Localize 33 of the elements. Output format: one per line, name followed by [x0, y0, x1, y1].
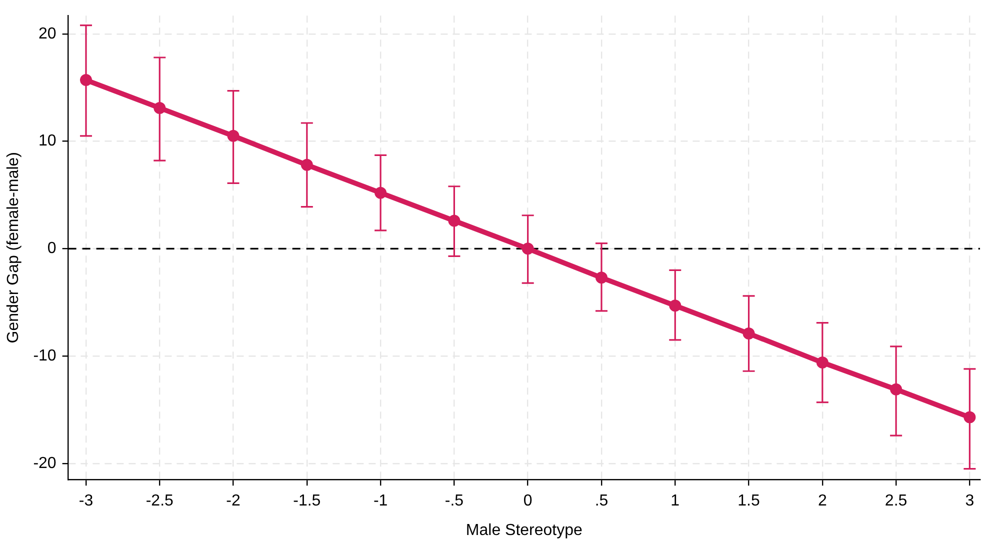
x-tick-label: 1	[670, 492, 680, 510]
x-tick-label: -2	[226, 492, 240, 510]
y-axis-title: Gender Gap (female-male)	[5, 152, 22, 344]
y-tick-label: -10	[33, 347, 56, 364]
x-tick-label: -2.5	[146, 492, 174, 510]
point	[80, 74, 92, 86]
point	[595, 272, 608, 284]
y-tick-label: 20	[38, 25, 56, 42]
point	[448, 214, 460, 227]
point	[742, 328, 755, 340]
x-tick-label: .5	[594, 492, 608, 510]
x-tick-label: 0	[523, 492, 532, 510]
point	[374, 186, 387, 199]
point	[522, 242, 534, 255]
x-tick-label: -3	[78, 492, 94, 510]
x-tick-label: 2.5	[884, 492, 908, 510]
y-tick-label: 10	[38, 132, 56, 150]
x-tick-label: 2	[818, 492, 827, 510]
point	[816, 356, 828, 369]
x-axis-title: Male Stereotype	[466, 522, 583, 539]
y-tick-label: -20	[33, 454, 56, 472]
point	[890, 383, 902, 396]
x-tick-label: -1.5	[293, 492, 321, 510]
x-tick-label: 3	[965, 492, 974, 510]
x-tick-label: -.5	[444, 492, 464, 510]
point	[154, 102, 166, 114]
point	[227, 130, 240, 142]
point	[300, 158, 313, 171]
x-tick-label: 1.5	[738, 492, 760, 510]
x-tick-label: -1	[373, 492, 388, 510]
point	[669, 300, 682, 312]
point	[964, 411, 976, 424]
y-tick-label: 0	[47, 240, 56, 258]
